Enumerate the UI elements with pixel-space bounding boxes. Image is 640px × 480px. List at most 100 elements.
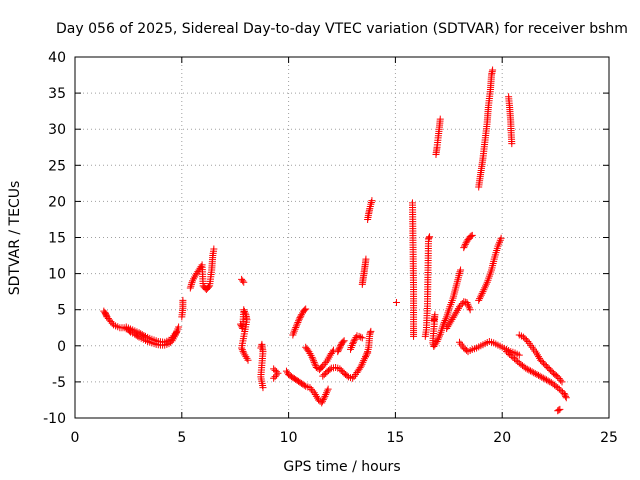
data-point — [340, 337, 348, 345]
data-point — [456, 268, 464, 276]
series-arc-28 — [502, 348, 570, 402]
y-tick-label: 20 — [48, 194, 66, 210]
data-point — [244, 356, 252, 364]
data-point — [292, 322, 300, 330]
data-points — [100, 66, 570, 415]
data-point — [140, 332, 148, 340]
data-point — [337, 342, 345, 350]
data-point — [323, 389, 331, 397]
data-point — [237, 322, 245, 330]
data-point — [436, 115, 444, 123]
data-point — [357, 333, 365, 341]
data-point — [562, 394, 570, 402]
data-point — [547, 366, 555, 374]
data-point — [360, 357, 368, 365]
data-point — [435, 332, 443, 340]
data-point — [311, 360, 319, 368]
data-point — [292, 324, 300, 332]
data-point — [556, 405, 564, 413]
data-point — [188, 279, 196, 287]
data-point — [135, 329, 143, 337]
data-point — [293, 320, 301, 328]
data-point — [205, 283, 212, 291]
data-point — [326, 365, 334, 373]
data-point — [322, 391, 330, 399]
x-tick-label: 20 — [493, 430, 511, 446]
data-point — [320, 371, 328, 379]
data-point — [270, 365, 278, 373]
data-point — [555, 385, 563, 393]
data-point — [240, 307, 248, 315]
data-point — [334, 348, 342, 356]
data-point — [366, 329, 374, 337]
data-point — [186, 284, 194, 292]
data-point — [319, 397, 327, 405]
data-point — [542, 362, 550, 370]
data-point — [521, 335, 529, 343]
series-arc-25 — [475, 234, 505, 304]
data-point — [335, 345, 343, 353]
data-point — [527, 367, 535, 375]
data-point — [310, 357, 318, 365]
data-point — [137, 330, 145, 338]
x-tick-label: 10 — [280, 430, 298, 446]
data-point — [426, 233, 434, 241]
data-point — [554, 384, 562, 392]
series-arc-22 — [443, 298, 474, 332]
data-point — [319, 362, 327, 370]
data-point — [296, 314, 304, 322]
data-point — [446, 319, 454, 327]
data-point — [476, 293, 484, 301]
data-point — [312, 392, 320, 400]
data-point — [544, 363, 552, 371]
series-arc-11 — [319, 349, 372, 382]
data-point — [525, 366, 533, 374]
series-arc-30 — [554, 405, 564, 415]
y-tick-label: 30 — [48, 122, 66, 138]
data-point — [318, 399, 326, 407]
y-tick-label: 10 — [48, 267, 66, 283]
data-point — [343, 372, 351, 380]
data-point — [477, 291, 485, 299]
data-point — [506, 350, 514, 358]
data-point — [425, 234, 433, 242]
data-point — [320, 360, 328, 368]
data-point — [272, 371, 280, 379]
data-point — [541, 361, 549, 369]
data-point — [444, 323, 452, 331]
data-point — [478, 289, 486, 297]
data-point — [435, 334, 443, 342]
data-point — [448, 315, 456, 323]
data-point — [497, 234, 505, 242]
data-point — [337, 366, 345, 374]
series-arc-19 — [421, 233, 434, 340]
series-arc-13 — [347, 332, 366, 353]
data-point — [138, 331, 146, 339]
series-arc-23 — [460, 231, 476, 252]
data-point — [449, 314, 457, 322]
data-point — [510, 355, 518, 363]
data-point — [554, 373, 562, 381]
data-point — [452, 308, 460, 316]
data-point — [509, 353, 517, 361]
data-point — [562, 392, 570, 400]
data-point — [461, 240, 469, 248]
data-point — [543, 376, 551, 384]
data-point — [539, 359, 547, 367]
series-arc-5 — [237, 306, 252, 364]
data-point — [541, 375, 549, 383]
data-point — [504, 349, 512, 357]
data-point — [210, 245, 218, 253]
data-point — [302, 305, 310, 313]
data-point — [434, 336, 442, 344]
data-point — [442, 315, 450, 323]
series-arc-20 — [429, 266, 465, 351]
series-arc-8 — [282, 367, 332, 407]
data-point — [533, 351, 541, 359]
data-point — [457, 301, 465, 309]
y-tick-label: 0 — [57, 339, 66, 355]
series-arc-14 — [361, 327, 375, 361]
data-point — [294, 318, 302, 326]
data-point — [515, 351, 523, 359]
